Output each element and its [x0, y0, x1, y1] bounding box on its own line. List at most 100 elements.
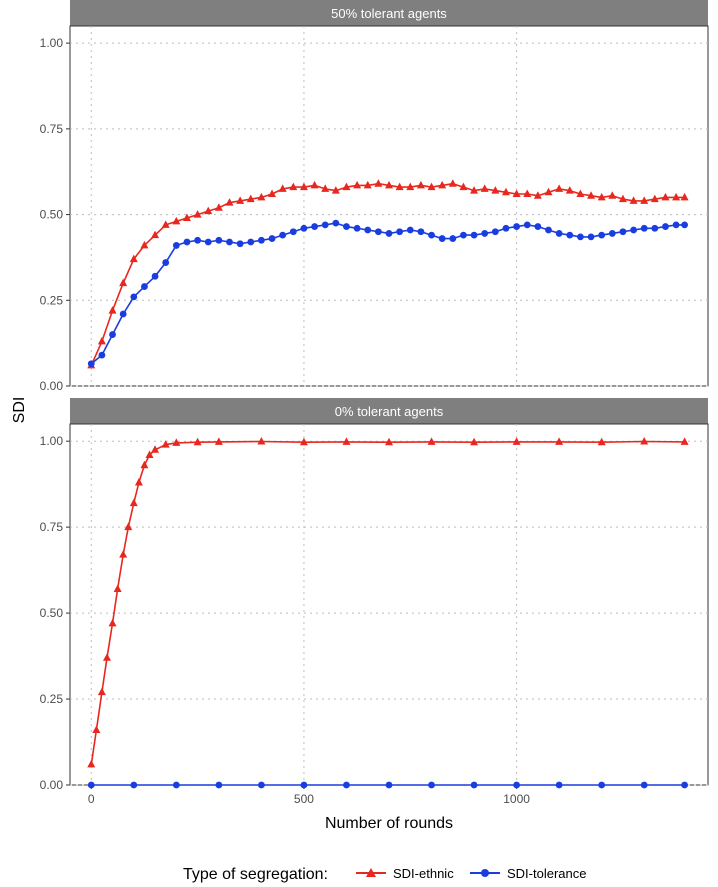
data-point-triangle [119, 550, 128, 558]
data-point-circle [460, 231, 467, 239]
data-point-circle [151, 272, 159, 280]
data-point-circle [162, 259, 170, 266]
data-point-triangle [289, 182, 298, 191]
data-point-triangle [374, 179, 383, 187]
data-point-circle [258, 236, 265, 244]
data-point-triangle [103, 653, 112, 661]
data-point-triangle [555, 437, 564, 445]
data-point-circle [577, 233, 584, 241]
series-layer [87, 437, 689, 789]
data-point-triangle [172, 438, 181, 446]
data-point-triangle [97, 336, 106, 345]
data-point-triangle [385, 180, 393, 189]
series-line [90, 440, 685, 765]
panel-frame [69, 423, 709, 786]
data-point-circle [300, 781, 308, 789]
data-point-circle [332, 219, 340, 227]
series-layer [87, 179, 689, 369]
data-point-triangle [342, 437, 351, 445]
data-point-triangle [225, 198, 234, 206]
data-point-circle [215, 236, 223, 244]
data-point-triangle [87, 759, 96, 768]
data-point-circle [130, 781, 138, 789]
data-point-circle [651, 224, 659, 232]
data-point-triangle [161, 440, 170, 448]
data-point-circle [491, 228, 499, 236]
data-point-triangle [533, 191, 542, 199]
data-point-triangle [448, 179, 457, 187]
legend-label: SDI-ethnic [393, 866, 454, 881]
x-axis-title: Number of rounds [325, 815, 453, 832]
legend: Type of segregation: SDI-ethnic SDI-tole… [183, 866, 586, 883]
series-sdi-tolerance [87, 219, 689, 368]
data-point-triangle [299, 182, 308, 191]
data-point-circle [194, 236, 202, 244]
data-point-triangle [140, 240, 149, 249]
data-point-triangle [608, 191, 617, 199]
data-point-triangle [140, 460, 149, 469]
data-point-triangle [119, 278, 128, 287]
data-point-triangle [151, 445, 160, 453]
data-point-triangle [172, 216, 181, 225]
data-point-circle [204, 238, 212, 246]
data-point-circle [598, 781, 606, 789]
data-point-circle [119, 310, 127, 318]
data-point-triangle [597, 437, 606, 446]
data-point-circle [87, 781, 95, 789]
y-tick-label: 0.75 [40, 520, 64, 534]
y-axis-ticks: 0.00 0.25 0.50 0.75 1.00 [40, 434, 70, 792]
data-point-circle [438, 235, 446, 242]
data-point-triangle [501, 187, 510, 196]
data-point-triangle [204, 206, 213, 215]
data-point-triangle [512, 437, 521, 445]
data-point-triangle [246, 194, 255, 203]
data-point-triangle [134, 477, 143, 486]
panel-50-percent-tolerant: 50% tolerant agents 0.00 0.25 0.50 0.75 1.00 [40, 0, 709, 393]
data-point-triangle [385, 437, 393, 446]
data-point-triangle [193, 210, 202, 218]
data-point-circle [226, 238, 233, 246]
data-point-triangle [427, 437, 436, 445]
y-tick-label: 0.25 [40, 293, 64, 307]
data-point-circle [279, 231, 287, 239]
data-point-triangle [544, 187, 553, 196]
data-point-triangle [680, 192, 689, 201]
panel-title: 50% tolerant agents [331, 6, 447, 21]
data-point-triangle [193, 437, 202, 446]
data-point-circle [513, 781, 520, 789]
data-point-circle [640, 224, 648, 232]
x-axis-ticks: 0 500 1000 [88, 785, 530, 806]
data-point-triangle [151, 230, 160, 239]
data-point-circle [353, 224, 361, 232]
data-point-circle [374, 228, 382, 236]
data-point-triangle [268, 189, 277, 197]
data-point-triangle [278, 184, 287, 192]
data-point-triangle [97, 687, 106, 696]
data-point-circle [449, 235, 457, 242]
data-point-circle [502, 224, 510, 232]
legend-label: SDI-tolerance [507, 866, 586, 881]
legend-triangle-marker [366, 868, 376, 877]
data-point-triangle [576, 189, 585, 197]
data-point-triangle [342, 182, 351, 191]
data-point-triangle [145, 450, 154, 458]
data-point-circle [268, 235, 276, 242]
data-point-triangle [459, 182, 468, 191]
data-point-triangle [470, 186, 479, 194]
data-point-triangle [331, 186, 340, 194]
data-point-triangle [257, 192, 266, 201]
data-point-circle [300, 224, 308, 232]
data-point-circle [681, 221, 689, 229]
data-point-circle [87, 360, 95, 368]
data-point-triangle [406, 182, 415, 191]
data-point-circle [555, 230, 563, 237]
data-point-triangle [108, 618, 117, 627]
data-point-triangle [597, 192, 606, 201]
data-point-circle [555, 781, 563, 789]
data-point-triangle [438, 180, 447, 189]
y-tick-label: 1.00 [40, 36, 64, 50]
data-point-circle [289, 228, 297, 236]
data-point-triangle [512, 189, 521, 197]
data-point-triangle [182, 213, 191, 221]
panel-strip [70, 398, 708, 424]
